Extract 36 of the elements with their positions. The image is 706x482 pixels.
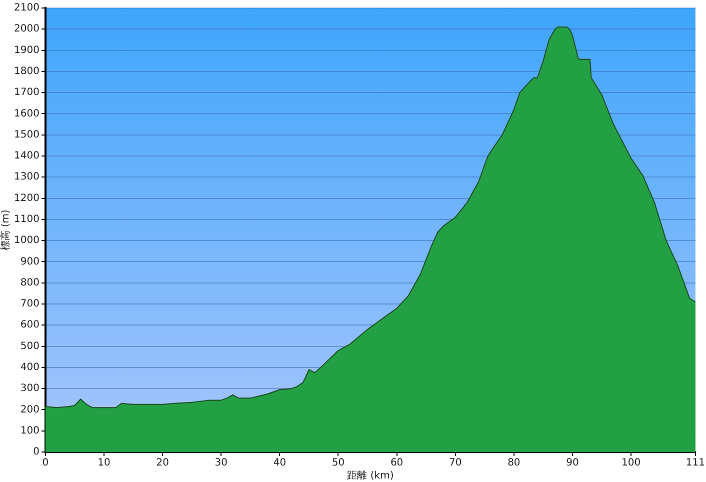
y-tick-label: 300	[20, 383, 40, 394]
y-tick-label: 200	[20, 404, 40, 416]
x-tick-label: 10	[98, 458, 110, 469]
y-tick-label: 700	[20, 298, 40, 310]
y-tick-label: 1500	[14, 129, 40, 140]
y-tick-label: 1400	[14, 150, 40, 162]
y-tick-label: 1900	[14, 44, 40, 56]
y-axis-title: 標高 (m)	[0, 210, 12, 250]
x-tick-label: 40	[273, 458, 286, 469]
y-tick-label: 0	[33, 446, 40, 458]
y-tick-label: 2100	[14, 2, 40, 14]
y-tick-label: 900	[20, 256, 40, 268]
y-tick-label: 800	[20, 277, 40, 288]
x-tick-label: 90	[566, 458, 579, 469]
x-tick-label: 70	[448, 458, 462, 469]
x-tick-label: 111	[686, 458, 706, 469]
x-tick-label: 50	[332, 458, 345, 469]
y-tick-label: 1200	[14, 192, 40, 204]
x-tick-label: 30	[214, 458, 228, 469]
x-tick-label: 20	[156, 458, 169, 469]
x-tick-label: 0	[42, 458, 49, 469]
y-tick-label: 1000	[14, 235, 40, 246]
y-tick-label: 400	[20, 362, 40, 374]
x-axis-title: 距離 (km)	[347, 470, 394, 482]
y-tick-label: 600	[20, 320, 40, 331]
x-tick-label: 60	[390, 458, 404, 469]
y-tick-label: 1700	[14, 87, 40, 98]
y-tick-label: 1600	[14, 108, 40, 120]
y-tick-label: 500	[20, 340, 40, 352]
x-tick-label: 100	[621, 458, 641, 469]
x-tick-label: 80	[508, 458, 520, 469]
y-tick-label: 2000	[14, 24, 40, 35]
y-tick-label: 1800	[14, 66, 40, 78]
y-tick-label: 100	[20, 425, 40, 436]
y-tick-label: 1300	[14, 172, 40, 183]
y-tick-label: 1100	[14, 214, 40, 226]
